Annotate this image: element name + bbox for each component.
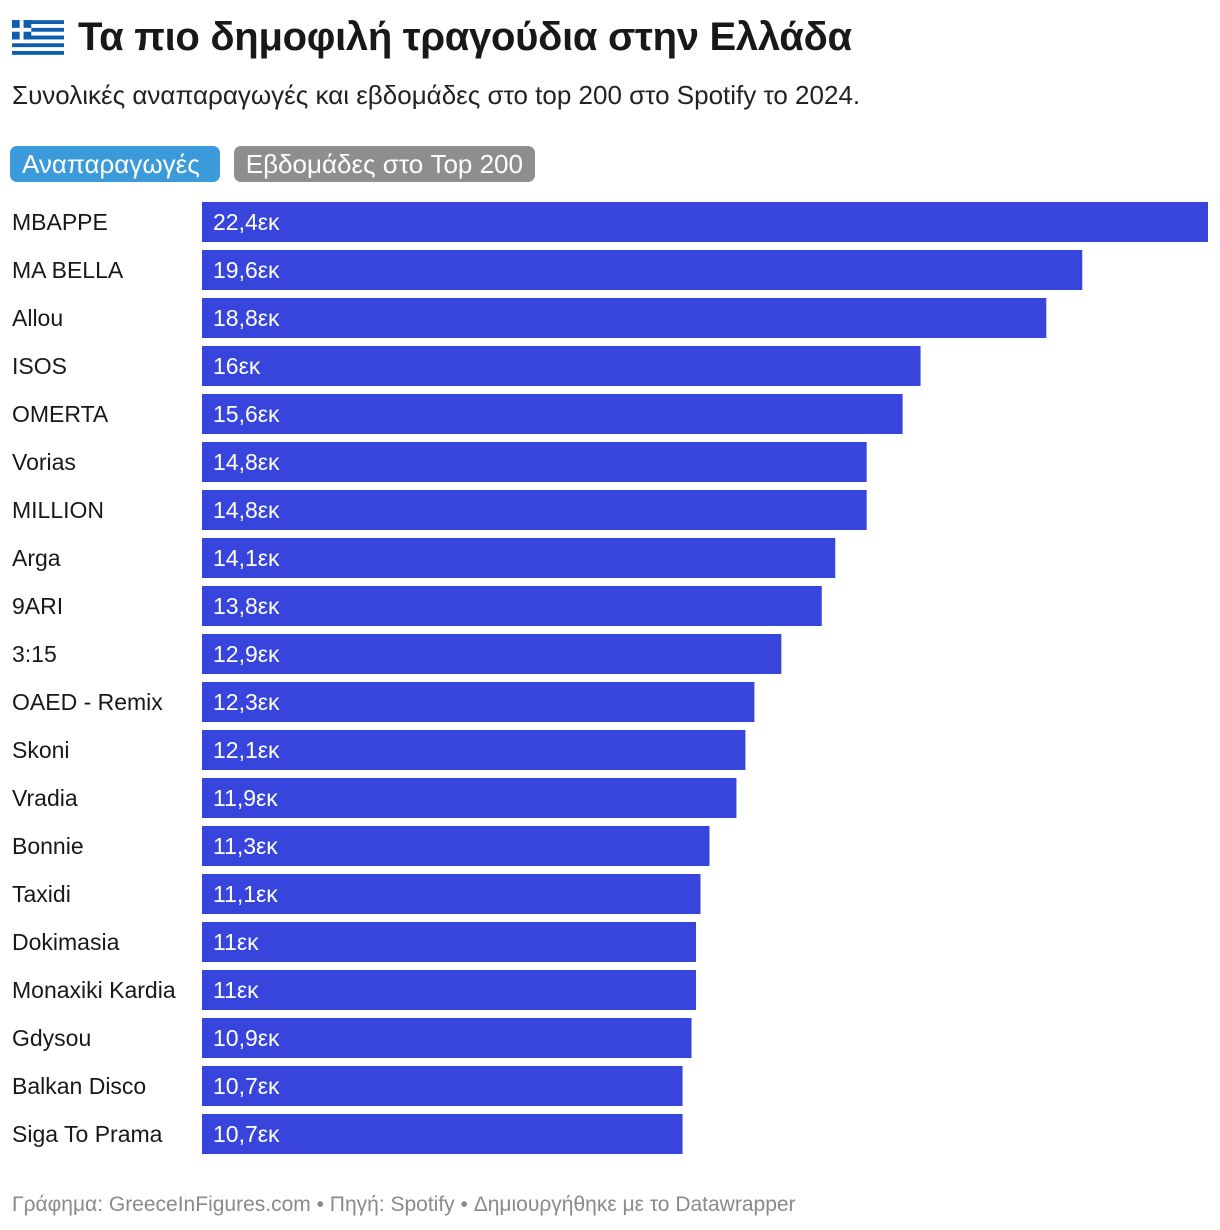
bar[interactable] bbox=[202, 826, 710, 866]
bar[interactable] bbox=[202, 730, 746, 770]
category-label: Allou bbox=[12, 305, 63, 331]
bar-value-label: 11εκ bbox=[213, 929, 259, 955]
bar-value-label: 10,7εκ bbox=[213, 1073, 280, 1099]
category-label: Skoni bbox=[12, 737, 70, 763]
category-label: MBAPPE bbox=[12, 209, 108, 235]
bar[interactable] bbox=[202, 634, 782, 674]
greek-flag-icon bbox=[12, 19, 64, 55]
category-label: 3:15 bbox=[12, 641, 57, 667]
weeks-toggle-button[interactable]: Εβδομάδες στο Top 200 bbox=[233, 146, 535, 182]
category-label: Arga bbox=[12, 545, 61, 571]
bar[interactable] bbox=[202, 490, 867, 530]
streams-toggle-button[interactable]: Αναπαραγωγές bbox=[10, 146, 220, 182]
bar[interactable] bbox=[202, 250, 1083, 290]
chart-footer-credit: Γράφημα: GreeceInFigures.com • Πηγή: Spo… bbox=[12, 1193, 796, 1216]
bar[interactable] bbox=[202, 586, 822, 626]
bar[interactable] bbox=[202, 778, 737, 818]
category-label: Dokimasia bbox=[12, 929, 120, 955]
bar[interactable] bbox=[202, 1114, 683, 1154]
bar[interactable] bbox=[202, 538, 836, 578]
category-label: Siga To Prama bbox=[12, 1121, 163, 1147]
bar[interactable] bbox=[202, 394, 903, 434]
bar[interactable] bbox=[202, 874, 701, 914]
bar[interactable] bbox=[202, 442, 867, 482]
category-label: Vradia bbox=[12, 785, 78, 811]
bar-value-label: 22,4εκ bbox=[213, 209, 280, 235]
bar[interactable] bbox=[202, 682, 755, 722]
category-label: Balkan Disco bbox=[12, 1073, 146, 1099]
category-label: ISOS bbox=[12, 353, 67, 379]
category-label: OAED - Remix bbox=[12, 689, 163, 715]
bar-value-label: 10,9εκ bbox=[213, 1025, 280, 1051]
bar-value-label: 14,1εκ bbox=[213, 545, 280, 571]
bar[interactable] bbox=[202, 970, 697, 1010]
bar-chart: MBAPPE 22,4εκ MA BELLA 19,6εκ Allou 18,8εκ ISO… bbox=[12, 202, 1208, 1154]
bar-value-label: 12,9εκ bbox=[213, 641, 280, 667]
bar[interactable] bbox=[202, 1066, 683, 1106]
bar[interactable] bbox=[202, 346, 921, 386]
category-label: Gdysou bbox=[12, 1025, 91, 1051]
bar[interactable] bbox=[202, 298, 1047, 338]
bar-value-label: 11,3εκ bbox=[213, 833, 278, 859]
chart-subtitle: Συνολικές αναπαραγωγές και εβδομάδες στο… bbox=[12, 80, 861, 110]
category-label: OMERTA bbox=[12, 401, 109, 427]
bar-value-label: 14,8εκ bbox=[213, 497, 280, 523]
chart-title: Τα πιο δημοφιλή τραγούδια στην Ελλάδα bbox=[78, 14, 852, 59]
category-label: MILLION bbox=[12, 497, 104, 523]
bar-value-label: 13,8εκ bbox=[213, 593, 280, 619]
category-label: Taxidi bbox=[12, 881, 71, 907]
category-label: MA BELLA bbox=[12, 257, 124, 283]
category-label: Bonnie bbox=[12, 833, 84, 859]
chart-header: Τα πιο δημοφιλή τραγούδια στην Ελλάδα bbox=[12, 8, 1208, 66]
bar-value-label: 11,9εκ bbox=[213, 785, 278, 811]
bar-value-label: 15,6εκ bbox=[213, 401, 280, 427]
bar-value-label: 14,8εκ bbox=[213, 449, 280, 475]
bar-value-label: 18,8εκ bbox=[213, 305, 280, 331]
bar-value-label: 16εκ bbox=[213, 353, 261, 379]
category-label: Monaxiki Kardia bbox=[12, 977, 176, 1003]
bar-value-label: 11εκ bbox=[213, 977, 259, 1003]
title-row: Τα πιο δημοφιλή τραγούδια στην Ελλάδα bbox=[12, 8, 1208, 66]
bar-value-label: 10,7εκ bbox=[213, 1121, 280, 1147]
bar[interactable] bbox=[202, 202, 1208, 242]
bar-value-label: 11,1εκ bbox=[213, 881, 278, 907]
bar-value-label: 12,3εκ bbox=[213, 689, 280, 715]
bar[interactable] bbox=[202, 922, 697, 962]
bar-value-label: 12,1εκ bbox=[213, 737, 280, 763]
bar-value-label: 19,6εκ bbox=[213, 257, 280, 283]
category-label: Vorias bbox=[12, 449, 76, 475]
metric-toggle-group: Αναπαραγωγές Εβδομάδες στο Top 200 bbox=[10, 146, 535, 182]
bar[interactable] bbox=[202, 1018, 692, 1058]
category-label: 9ARI bbox=[12, 593, 63, 619]
